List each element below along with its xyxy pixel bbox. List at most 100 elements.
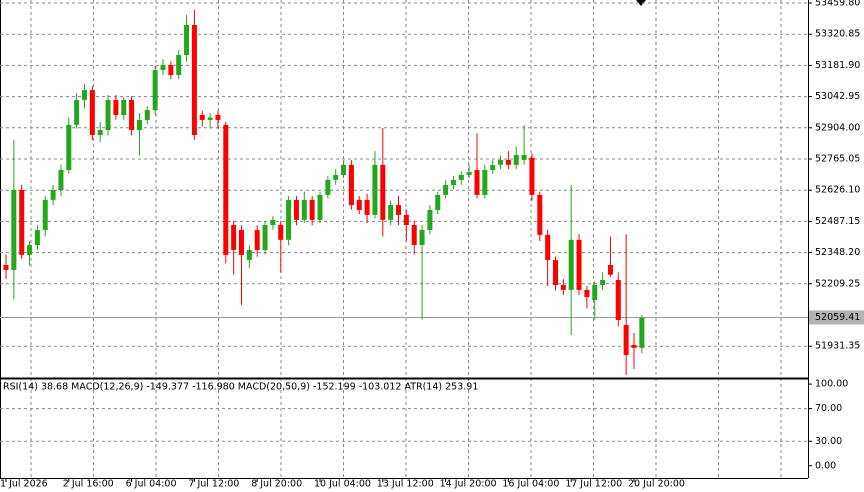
candle-body (309, 199, 315, 220)
candle-body (129, 99, 135, 131)
candle-body (42, 199, 48, 230)
x-tick-label: 8 Jul 20:00 (251, 479, 302, 490)
candle-body (498, 159, 504, 165)
y-tick-label: 52765.05 (815, 154, 860, 165)
candle-body (168, 64, 174, 76)
candle-body (482, 170, 488, 195)
candle-body (607, 264, 613, 275)
candle-body (560, 284, 566, 290)
candle-body (639, 317, 645, 348)
candle-body (293, 199, 299, 220)
candle-body (537, 194, 543, 235)
y-tick-label: 52209.25 (815, 278, 860, 289)
candle-body (584, 289, 590, 298)
candle-body (372, 164, 378, 215)
candle-body (66, 124, 72, 171)
y-tick-label: 52626.10 (815, 185, 860, 196)
y-tick-label: 30.00 (815, 436, 842, 447)
y-tick-label: 52487.15 (815, 216, 860, 227)
candle-body (615, 280, 621, 321)
candle-body (215, 115, 221, 120)
candle-body (199, 115, 205, 120)
last-price-label: 52059.41 (815, 312, 860, 323)
candle-body (82, 90, 87, 100)
candle-body (34, 229, 40, 246)
y-tick-label: 52348.20 (815, 247, 860, 258)
x-tick-label: 6 Jul 04:00 (126, 479, 177, 490)
candle-body (600, 280, 606, 285)
candle-body (278, 225, 284, 240)
candle-body (246, 249, 252, 261)
y-tick-label: 53181.90 (815, 60, 860, 71)
x-tick-label: 10 Jul 04:00 (314, 479, 371, 490)
candle-body (19, 189, 25, 255)
candle-body (301, 199, 307, 220)
candle-body (553, 260, 558, 285)
candle-body (427, 209, 433, 230)
candle-body (11, 189, 17, 270)
candle-body (223, 124, 229, 255)
candle-body (325, 179, 331, 195)
candle-body (403, 214, 409, 226)
candle-body (176, 55, 182, 76)
candle-body (568, 239, 574, 290)
candle-body (419, 229, 425, 246)
candle-body (3, 264, 9, 270)
candle-body (254, 229, 260, 250)
candle-body (144, 110, 150, 120)
candle-body (231, 225, 237, 250)
candle-body (364, 199, 370, 215)
y-tick-label: 53042.95 (815, 91, 860, 102)
indicator-title: RSI(14) 38.68 MACD(12,26,9) -149.377 -11… (3, 382, 478, 393)
candle-body (356, 199, 362, 210)
shift-marker (636, 0, 646, 6)
vertical-grid (30, 0, 782, 478)
candle-body (262, 225, 268, 250)
candle-body (121, 99, 127, 116)
candle-body (396, 205, 401, 215)
candle-body (474, 170, 480, 195)
x-tick-label: 16 Jul 04:00 (502, 479, 559, 490)
candle-body (458, 174, 464, 180)
candle-body (592, 284, 598, 301)
x-tick-label: 7 Jul 12:00 (188, 479, 239, 490)
x-tick-label: 1 Jul 2026 (0, 479, 48, 490)
candle-body (545, 234, 551, 261)
y-tick-label: 0.00 (815, 460, 836, 471)
candle-body (160, 64, 166, 71)
candle-body (191, 24, 197, 135)
candle-body (513, 154, 519, 165)
candle-body (443, 185, 449, 195)
y-tick-label: 53320.85 (815, 29, 860, 40)
y-tick-label: 52904.00 (815, 122, 860, 133)
y-tick-label: 53459.80 (815, 0, 860, 9)
candle-body (27, 245, 33, 255)
x-tick-label: 2 Jul 16:00 (63, 479, 114, 490)
candle-body (239, 229, 244, 255)
candle-body (631, 344, 637, 348)
candle-body (576, 239, 582, 290)
candle-body (411, 225, 417, 246)
candle-body (380, 164, 386, 220)
candle-body (466, 172, 472, 175)
candle-body (113, 99, 119, 116)
candle-body (136, 119, 142, 131)
candle-body (529, 157, 535, 195)
candle-body (450, 179, 456, 186)
x-tick-label: 13 Jul 12:00 (377, 479, 434, 490)
candle-body (97, 130, 103, 135)
candle-body (184, 24, 190, 56)
candle-body (286, 199, 292, 240)
last-price-box (809, 310, 864, 325)
candle-body (521, 154, 527, 160)
candle-body (89, 90, 95, 135)
candle-body (58, 170, 64, 190)
candle-body (388, 205, 394, 220)
x-tick-label: 17 Jul 12:00 (565, 479, 622, 490)
candle-body (207, 117, 213, 120)
candle-body (317, 194, 323, 220)
candle-body (435, 194, 441, 210)
candle-body (341, 164, 347, 175)
